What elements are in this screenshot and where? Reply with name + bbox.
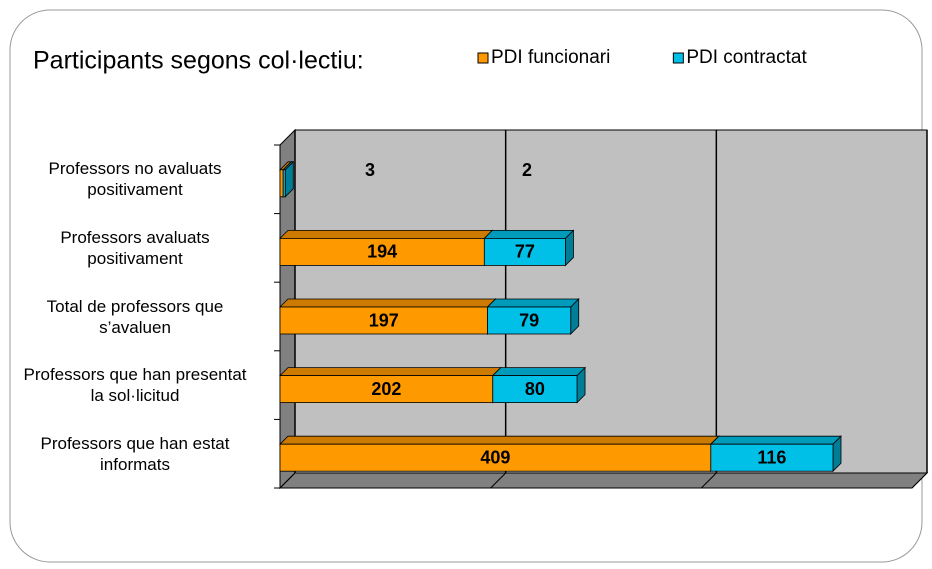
bar-top (486, 298, 580, 308)
bar-top (279, 229, 494, 239)
bar-front (279, 169, 284, 198)
legend-label: PDI contractat (686, 47, 807, 68)
category-label: Total de professors que s’avaluen (46, 296, 224, 337)
data-label: 116 (757, 447, 786, 467)
grid-line (700, 130, 718, 489)
grid-line-floor (490, 472, 507, 489)
data-label: 194 (367, 242, 397, 262)
category-label: Professors que han presentat la sol·lici… (23, 365, 247, 406)
bar (709, 435, 842, 473)
grid-line-floor (279, 472, 296, 489)
bar-top (483, 229, 575, 239)
bar-front (279, 375, 494, 404)
bar-front (483, 237, 566, 266)
chart-title: Participants segons col·lectiu: (33, 47, 364, 75)
data-label: 3 (365, 160, 375, 180)
data-label: 197 (369, 310, 399, 330)
bar (491, 366, 587, 404)
data-label: 77 (515, 242, 535, 262)
floor (278, 472, 929, 489)
bar-front (487, 306, 572, 335)
bar (483, 229, 575, 267)
data-label: 2 (522, 160, 532, 180)
bar-top (279, 435, 720, 445)
bar-front (279, 443, 712, 472)
bar (279, 435, 720, 473)
legend-swatch (477, 52, 489, 64)
bar-front (282, 169, 286, 198)
category-label: Professors avaluats positivament (60, 227, 210, 268)
bar-front (492, 375, 578, 404)
category-label: Professors no avaluats positivament (48, 159, 222, 200)
category-label: Professors que han estat informats (40, 433, 230, 474)
bar-top (279, 298, 497, 308)
data-label: 79 (519, 310, 539, 330)
bar-front (279, 306, 488, 335)
bar-top (279, 367, 502, 377)
legend-swatch (672, 52, 684, 64)
grid-line (911, 130, 928, 489)
bar (282, 160, 295, 198)
data-label: 409 (480, 447, 510, 467)
bar-front (279, 237, 485, 266)
bar (486, 298, 580, 335)
bar-top (491, 367, 587, 377)
legend-label: PDI funcionari (491, 47, 610, 68)
bar-front (710, 443, 834, 472)
grid-line-floor (911, 472, 928, 489)
data-label: 80 (525, 379, 545, 399)
data-label: 202 (371, 379, 401, 399)
bar-top (709, 435, 842, 445)
grid-line-floor (700, 472, 717, 489)
bar (279, 298, 497, 335)
